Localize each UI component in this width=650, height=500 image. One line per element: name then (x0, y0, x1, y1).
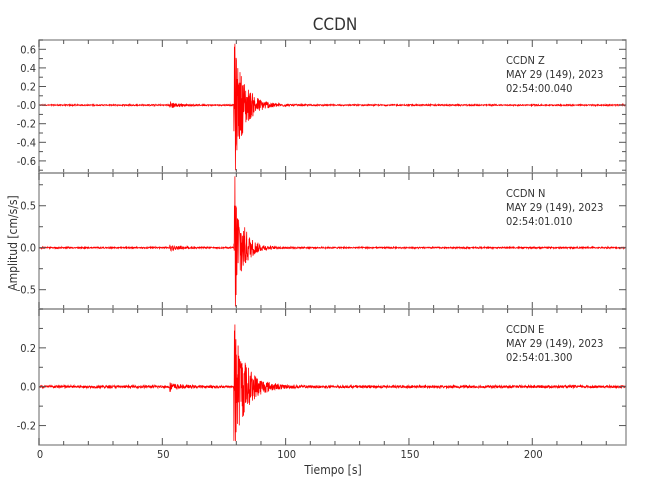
waveform-N (38, 176, 627, 307)
waveform-E (38, 324, 627, 442)
y-tick-label: 0.6 (20, 43, 36, 56)
y-axis-label: Amplitud [cm/s/s] (6, 195, 20, 291)
trace-label: MAY 29 (149), 2023 (506, 337, 603, 350)
x-tick-label: 0 (37, 448, 43, 461)
y-tick-label: 0.2 (20, 342, 36, 355)
y-tick-label: 0.0 (20, 242, 36, 255)
y-tick-label: -0.2 (17, 420, 36, 433)
panel-frame (38, 308, 627, 446)
chart-title: CCDN (313, 15, 358, 35)
x-tick-label: 50 (157, 448, 170, 461)
x-axis-label: Tiempo [s] (303, 463, 361, 477)
trace-label: CCDN Z (506, 54, 545, 67)
x-tick-label: 200 (524, 448, 543, 461)
y-tick-label: 0.0 (20, 381, 36, 394)
y-tick-label: -0.5 (17, 284, 36, 297)
x-tick-label: 100 (277, 448, 296, 461)
trace-label: CCDN N (506, 187, 545, 200)
y-tick-label: 0.4 (20, 62, 36, 75)
y-tick-label: 0.2 (20, 81, 36, 94)
trace-label: 02:54:00.040 (506, 82, 572, 95)
x-tick-label: 150 (401, 448, 420, 461)
trace-label: 02:54:01.010 (506, 215, 572, 228)
waveform-Z (38, 43, 627, 171)
y-tick-label: -0.6 (17, 155, 36, 168)
trace-label: 02:54:01.300 (506, 351, 572, 364)
trace-label: MAY 29 (149), 2023 (506, 68, 603, 81)
y-tick-label: -0.4 (17, 136, 36, 149)
y-tick-label: -0.0 (17, 99, 36, 112)
trace-label: CCDN E (506, 323, 544, 336)
trace-label: MAY 29 (149), 2023 (506, 201, 603, 214)
y-tick-label: -0.2 (17, 118, 36, 131)
y-tick-label: 0.5 (20, 200, 36, 213)
